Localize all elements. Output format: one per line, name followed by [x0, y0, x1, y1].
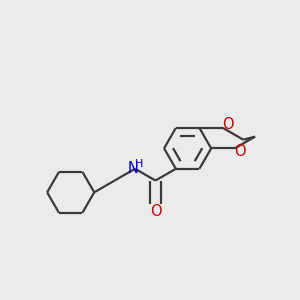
Text: N: N	[128, 160, 139, 175]
Text: O: O	[150, 204, 161, 219]
Text: O: O	[222, 117, 234, 132]
Text: O: O	[234, 144, 246, 159]
Text: H: H	[135, 158, 143, 169]
